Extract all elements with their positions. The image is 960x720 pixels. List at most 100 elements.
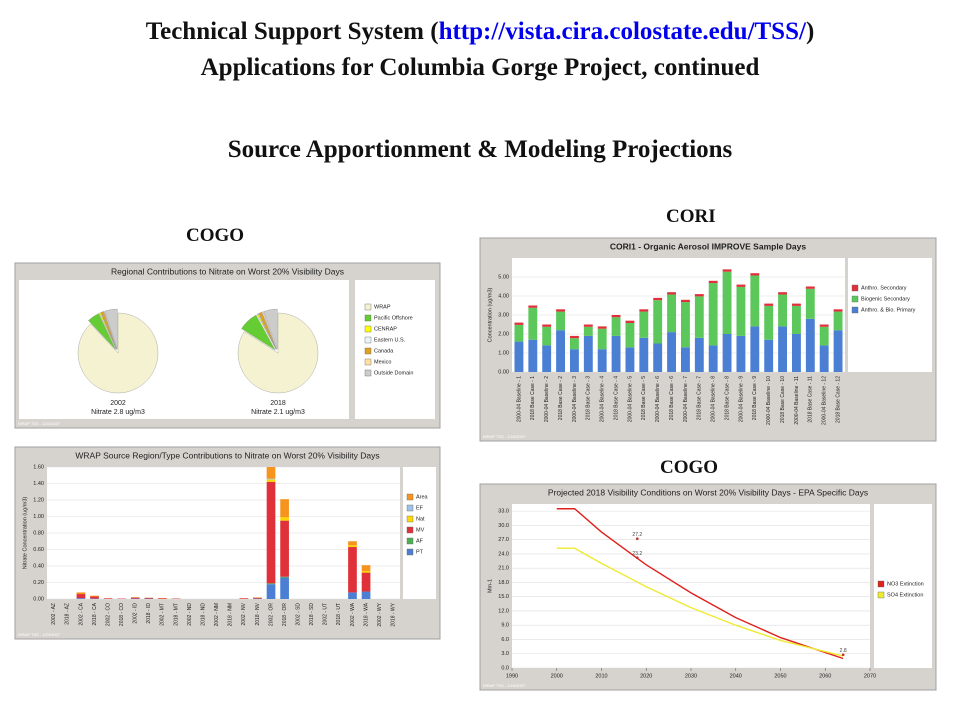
bar-segment xyxy=(639,337,649,372)
legend-swatch xyxy=(364,314,372,322)
x-tick-label: 1990 xyxy=(506,673,518,679)
pie-slice xyxy=(88,313,116,350)
legend-swatch xyxy=(364,347,372,355)
x-tick-label: 2040 xyxy=(730,673,742,679)
bar-segment xyxy=(361,572,371,592)
chart-title: Regional Contributions to Nitrate on Wor… xyxy=(111,266,344,276)
x-tick-label: 2018 Base Case - 5 xyxy=(641,376,647,420)
bar-segment xyxy=(791,305,801,334)
y-tick-label: 1.40 xyxy=(33,481,44,487)
legend-swatch xyxy=(851,295,859,303)
chart-title: WRAP Source Region/Type Contributions to… xyxy=(75,450,379,460)
bar-segment xyxy=(280,517,289,521)
plot-area xyxy=(512,504,870,668)
bar-segment xyxy=(569,349,579,372)
bar-segment xyxy=(90,596,99,599)
x-tick-label: 2018 - CA xyxy=(92,602,98,625)
x-tick-label: 2000-04 Baseline - 1 xyxy=(516,376,522,422)
bar-segment xyxy=(266,583,276,585)
y-tick-label: 0.00 xyxy=(498,369,509,375)
y-tick-label: 12.0 xyxy=(498,608,509,614)
x-tick-label: 2018 - WY xyxy=(391,602,397,626)
bar-segment xyxy=(778,292,788,295)
annotation-marker xyxy=(841,653,845,656)
y-tick-label: 21.0 xyxy=(498,566,509,572)
bar-segment xyxy=(556,311,566,331)
x-tick-label: 2018 - NM xyxy=(228,603,234,626)
section-label: COGO xyxy=(660,457,719,478)
y-tick-label: 0.40 xyxy=(33,563,44,569)
bar-segment xyxy=(750,273,760,276)
legend-swatch xyxy=(364,336,372,344)
x-tick-label: 2000-04 Baseline - 4 xyxy=(600,376,606,422)
bar-segment xyxy=(625,320,635,323)
footer: WRAP TSS - 1/24/2007 xyxy=(483,683,526,688)
legend-label: AF xyxy=(416,538,424,544)
bar-segment xyxy=(667,332,677,372)
bar-segment xyxy=(708,345,718,372)
x-tick-label: 2002 - SD xyxy=(296,603,302,626)
x-tick-label: 2018 Base Case - 6 xyxy=(669,376,675,420)
legend-label: Mexico xyxy=(374,359,391,365)
bar-segment xyxy=(597,326,607,329)
x-tick-label: 2018 Base Case - 11 xyxy=(808,376,814,423)
legend-swatch xyxy=(406,526,414,534)
bar-segment xyxy=(653,297,663,301)
x-tick-label: 2018 - UT xyxy=(336,603,342,625)
bar-segment xyxy=(361,591,371,599)
bar-segment xyxy=(76,594,86,599)
title-line-2: Applications for Columbia Gorge Project,… xyxy=(200,54,760,81)
bar-segment xyxy=(653,343,663,372)
y-tick-label: 33.0 xyxy=(498,509,509,515)
x-tick-label: 2002 - ID xyxy=(133,603,139,624)
pie-slice xyxy=(258,311,277,350)
x-tick-label: 2002 - CO xyxy=(105,603,111,626)
pie-caption: Nitrate 2.1 ug/m3 xyxy=(251,409,305,416)
bar-segment xyxy=(653,300,663,344)
y-tick-label: 1.20 xyxy=(33,497,44,503)
y-tick-label: 15.0 xyxy=(498,594,509,600)
y-tick-label: 9.0 xyxy=(501,623,509,629)
pie-slice xyxy=(104,308,118,350)
bar-segment xyxy=(819,326,829,346)
x-tick-label: 2018 - WA xyxy=(363,602,369,626)
bar-segment xyxy=(583,326,593,336)
x-tick-label: 2000-04 Baseline - 11 xyxy=(794,376,800,425)
legend-label: NO3 Extinction xyxy=(887,581,924,587)
x-tick-label: 2000-04 Baseline - 10 xyxy=(766,376,772,425)
x-tick-label: 2018 Base Case - 2 xyxy=(558,376,564,420)
section-label: COGO xyxy=(186,225,245,246)
x-tick-label: 2010 xyxy=(595,673,607,679)
bar-segment xyxy=(708,280,718,284)
x-tick-label: 2000-04 Baseline - 3 xyxy=(572,376,578,422)
x-tick-label: 2018 Base Case - 7 xyxy=(697,376,703,420)
bar-segment xyxy=(611,315,621,318)
x-tick-label: 2002 - NM xyxy=(214,603,220,626)
x-tick-label: 2018 - SD xyxy=(309,603,315,626)
legend-label: Canada xyxy=(374,348,394,354)
x-tick-label: 2018 Base Case - 3 xyxy=(586,376,592,420)
bar-segment xyxy=(130,597,140,599)
y-tick-label: 1.00 xyxy=(498,350,509,356)
x-tick-label: 2018 - MT xyxy=(173,603,179,626)
bar-segment xyxy=(833,311,843,331)
bar-segment xyxy=(348,592,357,599)
y-tick-label: 4.00 xyxy=(498,293,509,299)
legend-label: Eastern U.S. xyxy=(374,337,406,343)
bar-segment xyxy=(778,326,788,372)
bar-segment xyxy=(569,338,579,350)
title-link[interactable]: http://vista.cira.colostate.edu/TSS/ xyxy=(438,18,806,45)
legend-label: EF xyxy=(416,505,424,511)
bar-segment xyxy=(694,294,704,297)
y-axis-label: Mm-1 xyxy=(487,579,493,593)
y-tick-label: 0.60 xyxy=(33,547,44,553)
legend-label: CENRAP xyxy=(374,326,397,332)
pie-slice xyxy=(241,314,276,351)
bar-segment xyxy=(266,479,276,482)
bar-segment xyxy=(667,294,677,333)
bar-segment xyxy=(833,330,843,372)
bar-segment xyxy=(833,309,843,312)
legend-label: Area xyxy=(416,494,429,500)
pie-slice xyxy=(103,310,117,350)
